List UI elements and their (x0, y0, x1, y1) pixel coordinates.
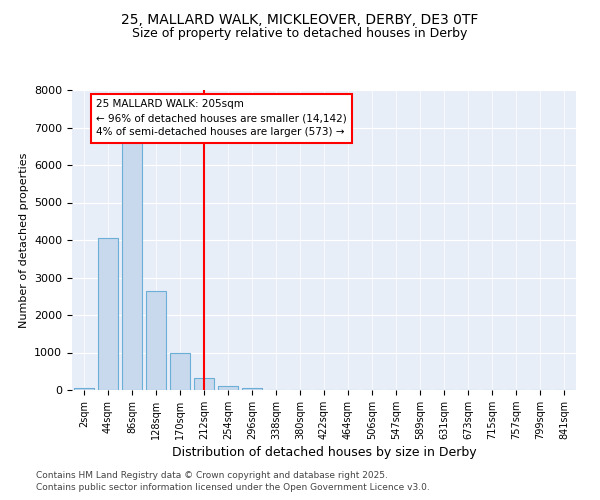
Bar (146, 290, 166, 390)
Bar (218, 386, 238, 390)
Bar (242, 388, 262, 390)
Bar (98, 238, 118, 390)
Text: Contains public sector information licensed under the Open Government Licence v3: Contains public sector information licen… (36, 484, 430, 492)
Text: 25 MALLARD WALK: 205sqm
← 96% of detached houses are smaller (14,142)
4% of semi: 25 MALLARD WALK: 205sqm ← 96% of detache… (96, 100, 347, 138)
Text: Contains HM Land Registry data © Crown copyright and database right 2025.: Contains HM Land Registry data © Crown c… (36, 471, 388, 480)
Bar (122, 140, 142, 390)
Text: Size of property relative to detached houses in Derby: Size of property relative to detached ho… (133, 28, 467, 40)
Text: 25, MALLARD WALK, MICKLEOVER, DERBY, DE3 0TF: 25, MALLARD WALK, MICKLEOVER, DERBY, DE3… (121, 12, 479, 26)
X-axis label: Distribution of detached houses by size in Derby: Distribution of detached houses by size … (172, 446, 476, 459)
Bar (170, 352, 190, 390)
Bar (74, 388, 94, 390)
Bar (194, 378, 214, 390)
Y-axis label: Number of detached properties: Number of detached properties (19, 152, 29, 328)
